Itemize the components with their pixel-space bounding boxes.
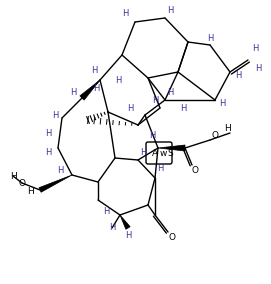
Text: H: H — [207, 34, 213, 43]
Text: H: H — [45, 147, 51, 156]
Text: H: H — [125, 231, 131, 241]
Text: O: O — [18, 179, 25, 187]
Text: H: H — [219, 99, 225, 108]
Text: H: H — [122, 9, 128, 18]
Text: H: H — [93, 83, 99, 93]
Text: H: H — [235, 70, 241, 80]
Text: H: H — [180, 103, 186, 112]
Text: H: H — [52, 110, 58, 120]
Text: H: H — [27, 187, 33, 197]
Text: O: O — [211, 131, 218, 139]
Text: H: H — [57, 166, 63, 174]
Text: H: H — [10, 172, 16, 181]
Text: H: H — [91, 66, 97, 74]
Polygon shape — [80, 80, 100, 100]
Text: w: w — [159, 149, 167, 158]
Text: H: H — [115, 76, 121, 85]
Text: H: H — [252, 43, 258, 53]
Text: O: O — [169, 233, 176, 243]
Text: H: H — [157, 164, 163, 172]
Text: H: H — [149, 131, 155, 139]
Text: O: O — [192, 166, 198, 174]
Text: H: H — [127, 103, 133, 112]
Text: H: H — [103, 208, 109, 216]
Text: H: H — [152, 95, 158, 105]
Polygon shape — [39, 175, 72, 192]
Text: H: H — [167, 5, 173, 14]
Text: A: A — [152, 149, 158, 158]
Text: H: H — [109, 224, 115, 233]
Text: H: H — [167, 87, 173, 97]
Polygon shape — [120, 215, 130, 229]
Text: S: S — [167, 149, 173, 158]
Text: H: H — [45, 128, 51, 137]
Text: H: H — [140, 147, 146, 156]
Text: H: H — [225, 124, 231, 133]
Text: H: H — [255, 64, 261, 72]
Polygon shape — [158, 145, 185, 151]
Text: H: H — [70, 87, 76, 97]
